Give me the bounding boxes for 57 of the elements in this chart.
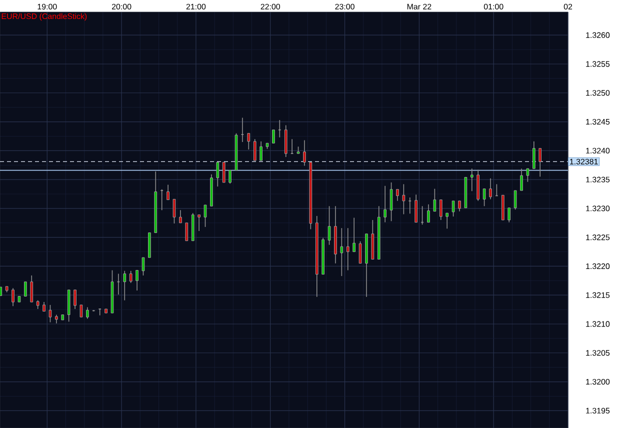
candlestick — [396, 188, 399, 202]
candlestick — [253, 138, 256, 161]
candlestick — [185, 222, 188, 242]
candlestick — [402, 184, 406, 215]
candlestick — [48, 304, 52, 323]
candlestick — [489, 178, 492, 200]
candlestick — [24, 282, 27, 297]
candlestick — [358, 240, 362, 264]
candlestick — [129, 270, 132, 284]
candlestick — [216, 162, 220, 187]
candlestick — [86, 306, 89, 320]
candlestick — [482, 188, 486, 207]
candlestick — [142, 257, 145, 276]
candlestick — [526, 168, 530, 182]
candlestick — [260, 141, 263, 161]
candlestick — [136, 270, 138, 291]
candlestick — [433, 188, 436, 212]
candlestick — [160, 188, 164, 211]
candlestick — [408, 197, 412, 214]
candlestick — [80, 304, 83, 318]
candlestick — [172, 198, 176, 224]
candlestick — [42, 302, 46, 312]
candlestick — [452, 200, 455, 217]
candlestick — [340, 228, 344, 276]
candlestick — [123, 270, 126, 301]
candlestick — [284, 124, 288, 158]
candlestick — [12, 288, 14, 306]
candlestick — [520, 168, 523, 191]
candlestick — [204, 204, 207, 228]
candlestick — [420, 206, 424, 226]
candlestick — [179, 210, 182, 224]
candlestick — [303, 140, 306, 166]
candlestick — [514, 190, 517, 210]
candlestick — [352, 217, 356, 252]
candlestick — [390, 182, 393, 222]
candlestick — [74, 290, 76, 310]
candlestick — [538, 148, 542, 178]
candlestick — [458, 200, 461, 212]
candlestick — [384, 186, 387, 223]
candlestick — [439, 199, 442, 220]
candlestick — [346, 228, 350, 271]
candlestick — [198, 214, 200, 232]
candlestick — [328, 206, 331, 246]
candlestick — [532, 141, 536, 169]
candlestick — [222, 162, 226, 183]
candlestick — [278, 120, 282, 138]
candlestick — [166, 184, 170, 200]
candlestick — [470, 168, 474, 192]
candlestick — [446, 212, 449, 230]
candlestick — [272, 130, 275, 144]
candlestick — [427, 204, 430, 223]
candlestick — [414, 194, 418, 223]
candlestick — [290, 138, 294, 154]
candlestick — [508, 207, 511, 223]
candlestick — [228, 170, 232, 184]
candlestick — [30, 275, 34, 302]
candlestick — [247, 132, 250, 150]
